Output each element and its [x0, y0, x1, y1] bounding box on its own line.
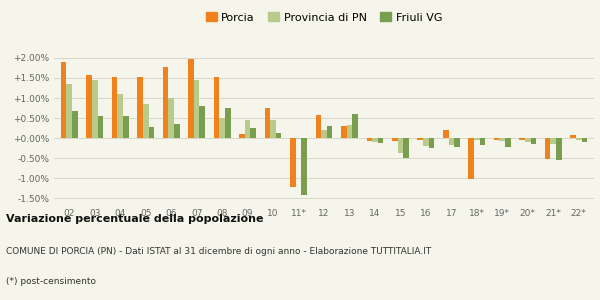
Bar [123, 116, 128, 138]
Bar [530, 138, 536, 144]
Bar [72, 111, 77, 138]
Bar [98, 116, 103, 138]
Bar [372, 138, 378, 142]
Bar [479, 138, 485, 145]
Bar [61, 62, 67, 138]
Bar [112, 77, 118, 138]
Bar [194, 80, 199, 138]
Bar [270, 120, 276, 138]
Bar [403, 138, 409, 158]
Bar [290, 138, 296, 187]
Bar [163, 67, 169, 138]
Bar [250, 128, 256, 138]
Bar [398, 138, 403, 153]
Bar [327, 126, 332, 138]
Bar [149, 127, 154, 138]
Bar [301, 138, 307, 195]
Bar [525, 138, 530, 142]
Bar [520, 138, 525, 140]
Bar [174, 124, 179, 138]
Bar [352, 114, 358, 138]
Bar [418, 138, 423, 140]
Bar [499, 138, 505, 141]
Bar [169, 98, 174, 138]
Bar [576, 138, 581, 140]
Bar [245, 120, 250, 138]
Text: COMUNE DI PORCIA (PN) - Dati ISTAT al 31 dicembre di ogni anno - Elaborazione TU: COMUNE DI PORCIA (PN) - Dati ISTAT al 31… [6, 248, 431, 256]
Bar [143, 104, 149, 138]
Legend: Porcia, Provincia di PN, Friuli VG: Porcia, Provincia di PN, Friuli VG [203, 10, 445, 25]
Bar [469, 138, 474, 179]
Bar [449, 138, 454, 145]
Text: (*) post-censimento: (*) post-censimento [6, 278, 96, 286]
Bar [505, 138, 511, 147]
Bar [494, 138, 499, 140]
Bar [545, 138, 550, 159]
Bar [392, 138, 398, 141]
Bar [265, 108, 270, 138]
Bar [239, 134, 245, 138]
Bar [474, 138, 479, 140]
Bar [556, 138, 562, 160]
Bar [443, 130, 449, 138]
Bar [137, 77, 143, 138]
Bar [220, 118, 225, 138]
Bar [92, 80, 98, 138]
Bar [423, 138, 428, 146]
Bar [428, 138, 434, 148]
Bar [581, 138, 587, 142]
Bar [321, 130, 327, 138]
Bar [341, 126, 347, 138]
Bar [367, 138, 372, 141]
Bar [276, 133, 281, 138]
Bar [571, 135, 576, 138]
Bar [118, 94, 123, 138]
Bar [378, 138, 383, 143]
Text: Variazione percentuale della popolazione: Variazione percentuale della popolazione [6, 214, 263, 224]
Bar [550, 138, 556, 144]
Bar [199, 106, 205, 138]
Bar [86, 75, 92, 138]
Bar [454, 138, 460, 147]
Bar [316, 115, 321, 138]
Bar [296, 138, 301, 139]
Bar [347, 125, 352, 138]
Bar [188, 59, 194, 138]
Bar [214, 77, 220, 138]
Bar [225, 108, 230, 138]
Bar [67, 84, 72, 138]
